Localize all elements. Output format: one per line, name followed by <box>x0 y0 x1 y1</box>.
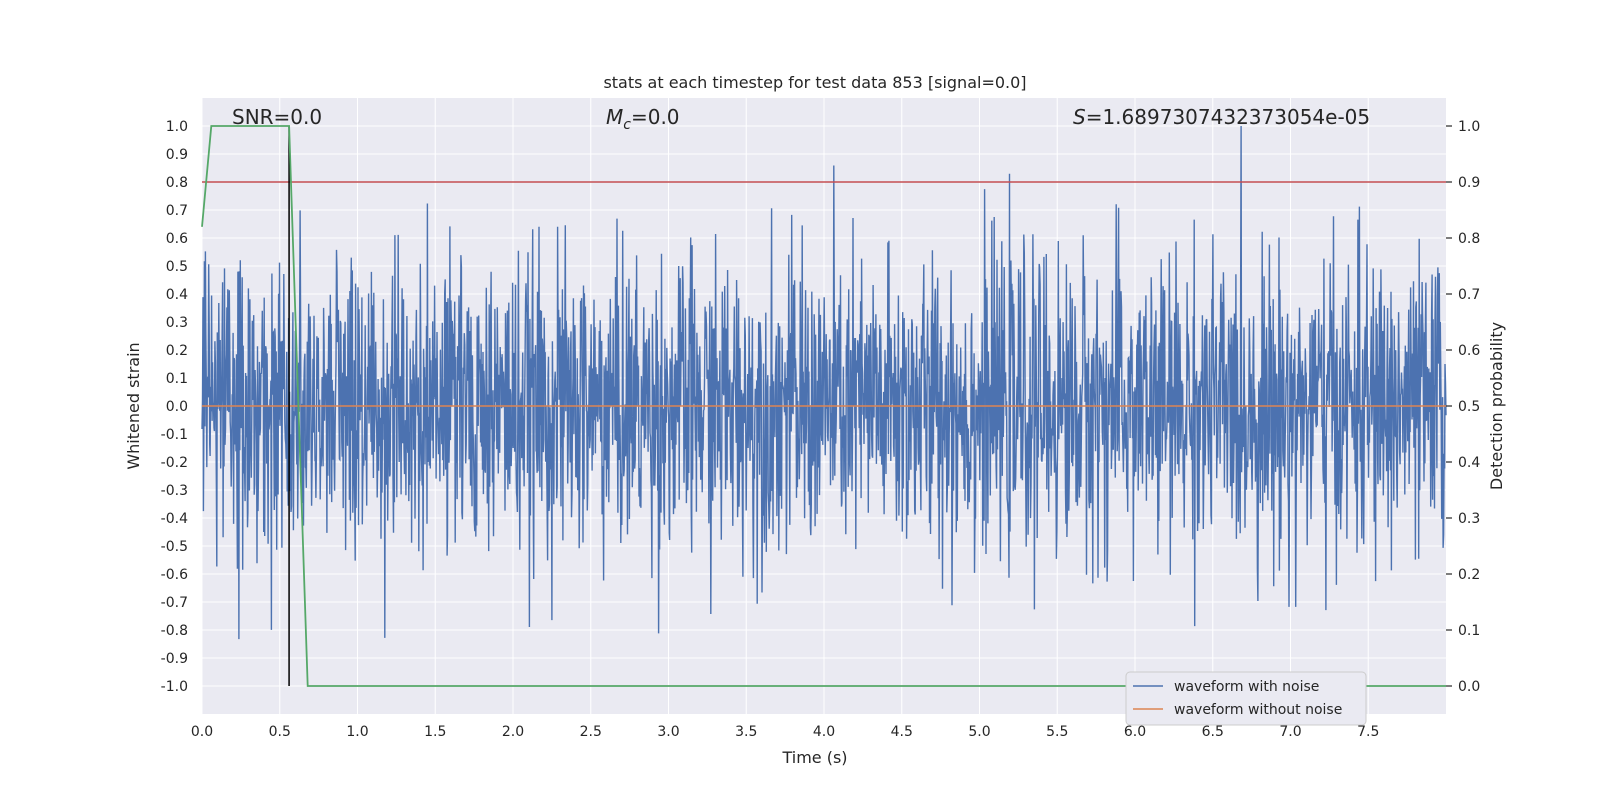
overlays <box>201 125 1446 687</box>
snr-annotation: SNR=0.0 <box>232 105 322 129</box>
chart-title: stats at each timestep for test data 853… <box>603 73 1026 92</box>
y-tick-label: 0.2 <box>166 343 188 359</box>
y-tick-label: 0.7 <box>166 203 188 219</box>
x-tick-label: 1.5 <box>424 724 446 740</box>
x-tick-label: 7.0 <box>1279 724 1301 740</box>
y-tick-label: -0.7 <box>161 595 188 611</box>
y2-tick-label: 1.0 <box>1458 119 1480 135</box>
x-tick-label: 7.5 <box>1357 724 1379 740</box>
y-tick-label: 0.8 <box>166 175 188 191</box>
x-tick-label: 4.0 <box>813 724 835 740</box>
y-axis-ticks: 1.0 0.9 0.8 0.7 0.6 0.5 0.4 0.3 0.2 0.1 0.0 -0.1 -0.… <box>161 119 188 695</box>
y-tick-label: 0.5 <box>166 259 188 275</box>
waveform-with-noise-line <box>201 125 1447 640</box>
y-tick-label: -0.9 <box>161 651 188 667</box>
y2-tick-label: 0.5 <box>1458 399 1480 415</box>
y-tick-label: -0.8 <box>161 623 188 639</box>
mc-subscript: c <box>623 117 631 133</box>
x-tick-label: 3.0 <box>657 724 679 740</box>
x-tick-label: 4.5 <box>891 724 913 740</box>
y-tick-label: 0.1 <box>166 371 188 387</box>
y-tick-label: -0.5 <box>161 539 188 555</box>
y-tick-label: 1.0 <box>166 119 188 135</box>
y2-tick-label: 0.4 <box>1458 455 1480 471</box>
x-tick-label: 5.5 <box>1046 724 1068 740</box>
y2-tick-label: 0.6 <box>1458 343 1480 359</box>
y2-tick-label: 0.8 <box>1458 231 1480 247</box>
s-annotation: S=1.6897307432373054e-05 <box>1073 105 1370 129</box>
mc-symbol: M <box>606 105 623 129</box>
y-tick-label: -0.2 <box>161 455 188 471</box>
s-value: =1.6897307432373054e-05 <box>1086 105 1370 129</box>
x-tick-label: 2.0 <box>502 724 524 740</box>
x-axis-label: Time (s) <box>781 748 847 767</box>
y2-tick-label: 0.3 <box>1458 511 1480 527</box>
x-tick-label: 2.5 <box>580 724 602 740</box>
legend-label-waveform-with-noise: waveform with noise <box>1174 679 1319 695</box>
x-tick-label: 6.0 <box>1124 724 1146 740</box>
y-tick-label: 0.6 <box>166 231 188 247</box>
x-tick-label: 3.5 <box>735 724 757 740</box>
y-tick-label: 0.4 <box>166 287 188 303</box>
x-tick-label: 6.5 <box>1202 724 1224 740</box>
x-tick-label: 1.0 <box>346 724 368 740</box>
x-tick-label: 0.0 <box>191 724 213 740</box>
y-tick-label: -0.4 <box>161 511 188 527</box>
x-tick-label: 5.0 <box>968 724 990 740</box>
chirp-mass-annotation: Mc=0.0 <box>606 105 680 133</box>
legend-box <box>1125 671 1367 726</box>
legend-label-waveform-without-noise: waveform without noise <box>1174 702 1342 718</box>
detection-probability-line <box>201 125 1446 687</box>
y2-axis-ticks: 1.0 0.9 0.8 0.7 0.6 0.5 0.4 0.3 0.2 0.1 0.0 <box>1446 119 1480 695</box>
y-tick-label: -0.1 <box>161 427 188 443</box>
mc-value: =0.0 <box>631 105 680 129</box>
legend: waveform with noise waveform without noi… <box>1125 671 1367 726</box>
s-symbol: S <box>1073 105 1086 129</box>
y2-tick-label: 0.1 <box>1458 623 1480 639</box>
y2-axis-label: Detection probability <box>1487 322 1506 490</box>
y2-tick-label: 0.0 <box>1458 679 1480 695</box>
y-tick-label: 0.0 <box>166 399 188 415</box>
y-tick-label: 0.3 <box>166 315 188 331</box>
y-tick-label: -1.0 <box>161 679 188 695</box>
y2-tick-label: 0.2 <box>1458 567 1480 583</box>
y-tick-label: -0.3 <box>161 483 188 499</box>
y-tick-label: 0.9 <box>166 147 188 163</box>
x-tick-label: 0.5 <box>269 724 291 740</box>
y2-tick-label: 0.7 <box>1458 287 1480 303</box>
series-waveform-with-noise <box>201 125 1447 640</box>
y-tick-label: -0.6 <box>161 567 188 583</box>
x-axis-ticks: 0.0 0.5 1.0 1.5 2.0 2.5 3.0 3.5 4.0 4.5 5.0 5.5 6.0 6… <box>191 724 1380 740</box>
y-axis-label: Whitened strain <box>124 342 143 469</box>
y2-tick-label: 0.9 <box>1458 175 1480 191</box>
